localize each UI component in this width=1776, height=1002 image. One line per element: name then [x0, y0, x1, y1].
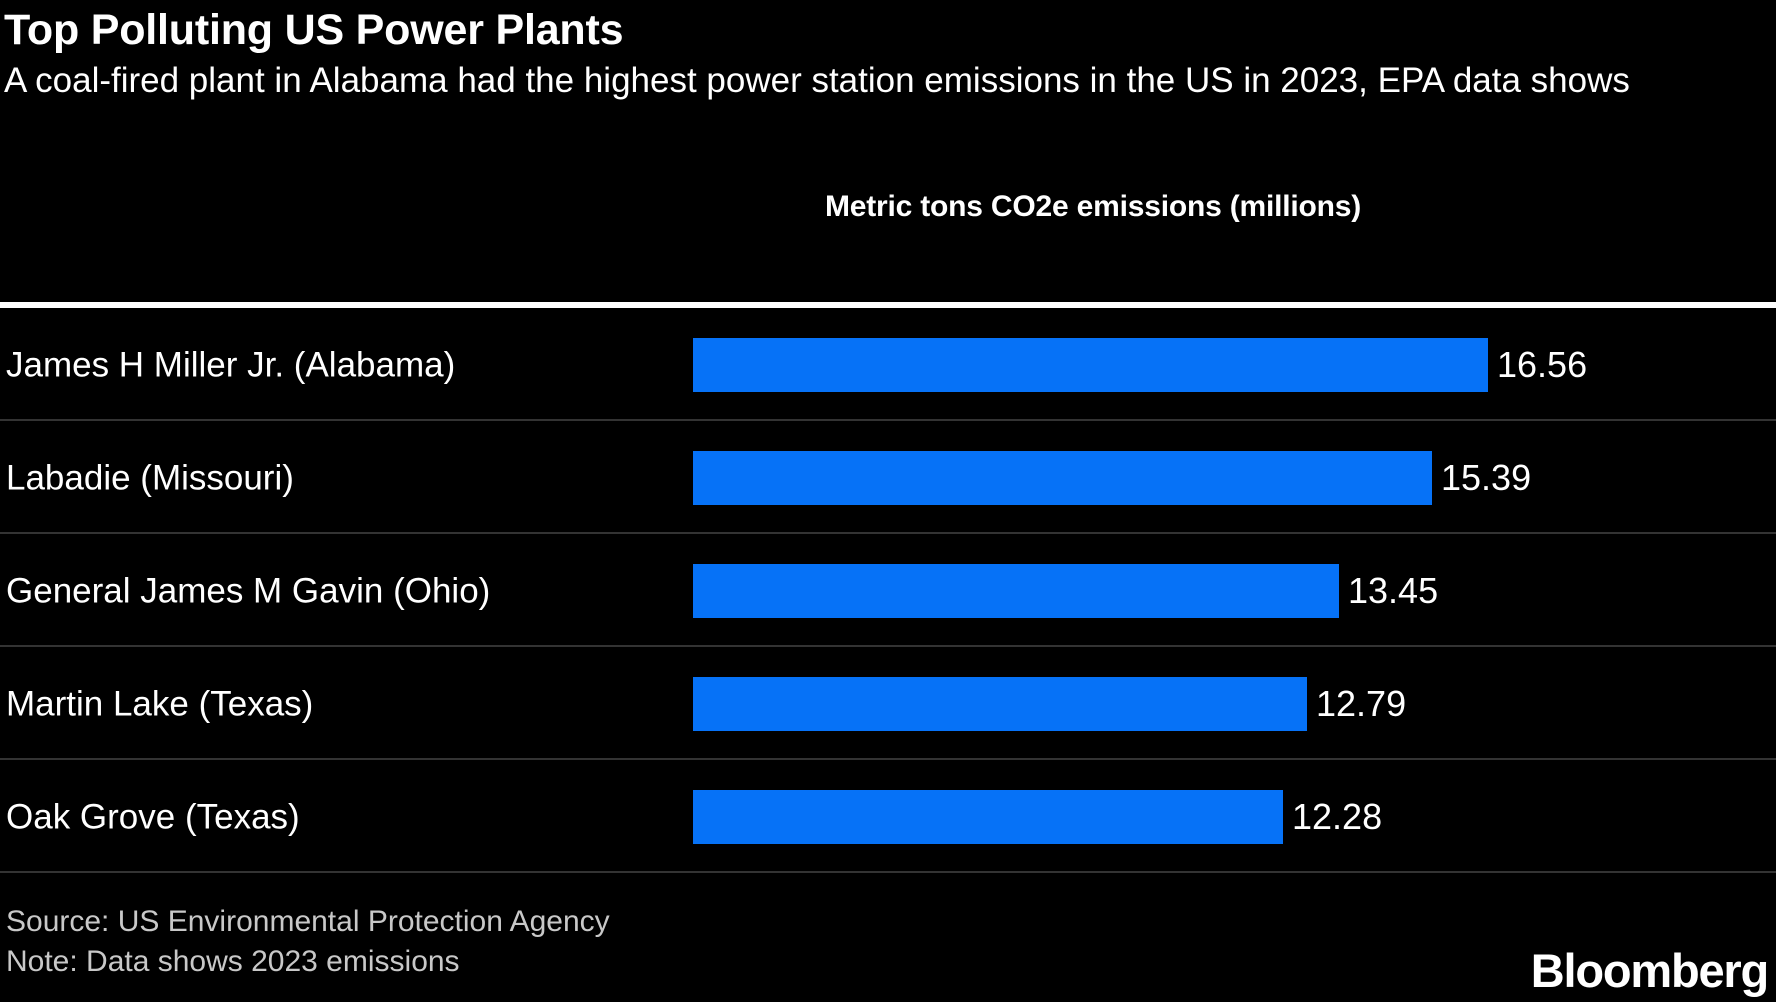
page-title: Top Polluting US Power Plants	[4, 6, 624, 54]
bar-category-label: James H Miller Jr. (Alabama)	[6, 345, 456, 384]
row-separator	[0, 645, 1776, 647]
table-row: General James M Gavin (Ohio) 13.45	[0, 534, 1776, 647]
bar-group: 16.56	[693, 337, 1588, 392]
data-note: Note: Data shows 2023 emissions	[6, 944, 460, 978]
bar-group: 12.28	[693, 789, 1383, 844]
bar-value-label: 12.79	[1316, 682, 1407, 724]
table-row: Martin Lake (Texas) 12.79	[0, 647, 1776, 760]
bar-group: 13.45	[693, 563, 1439, 618]
bar-segment	[693, 337, 1488, 392]
bar-group: 15.39	[693, 450, 1532, 505]
bar-segment	[693, 563, 1339, 618]
table-row: Labadie (Missouri) 15.39	[0, 421, 1776, 534]
bar-category-label: Oak Grove (Texas)	[6, 797, 300, 836]
row-separator	[0, 419, 1776, 421]
row-separator	[0, 758, 1776, 760]
bar-segment	[693, 450, 1432, 505]
bar-value-label: 15.39	[1441, 456, 1532, 498]
bar-category-label: General James M Gavin (Ohio)	[6, 571, 491, 610]
chart-footer: Source: US Environmental Protection Agen…	[0, 874, 1776, 1002]
axis-label-metric: Metric tons CO2e emissions (millions)	[824, 190, 1362, 223]
bar-value-label: 16.56	[1497, 343, 1588, 385]
table-row: Oak Grove (Texas) 12.28	[0, 760, 1776, 873]
chart-subtitle: A coal-fired plant in Alabama had the hi…	[4, 61, 1630, 101]
bar-segment	[693, 676, 1307, 731]
bar-category-label: Labadie (Missouri)	[6, 458, 294, 497]
bar-value-label: 13.45	[1348, 569, 1439, 611]
bar-chart-plot-area: James H Miller Jr. (Alabama) 16.56 Labad…	[0, 308, 1776, 874]
bar-group: 12.79	[693, 676, 1407, 731]
row-separator	[0, 532, 1776, 534]
chart-header: Top Polluting US Power Plants A coal-fir…	[4, 0, 1772, 103]
bar-value-label: 12.28	[1292, 795, 1383, 837]
source-note: Source: US Environmental Protection Agen…	[6, 905, 610, 938]
bar-category-label: Martin Lake (Texas)	[6, 684, 314, 723]
top-rule-divider	[0, 302, 1776, 308]
bar-segment	[693, 789, 1283, 844]
table-row: James H Miller Jr. (Alabama) 16.56	[0, 308, 1776, 421]
row-separator	[0, 871, 1776, 873]
footer-notes: Source: US Environmental Protection Agen…	[6, 902, 610, 981]
bloomberg-logo: Bloomberg	[1530, 944, 1769, 997]
